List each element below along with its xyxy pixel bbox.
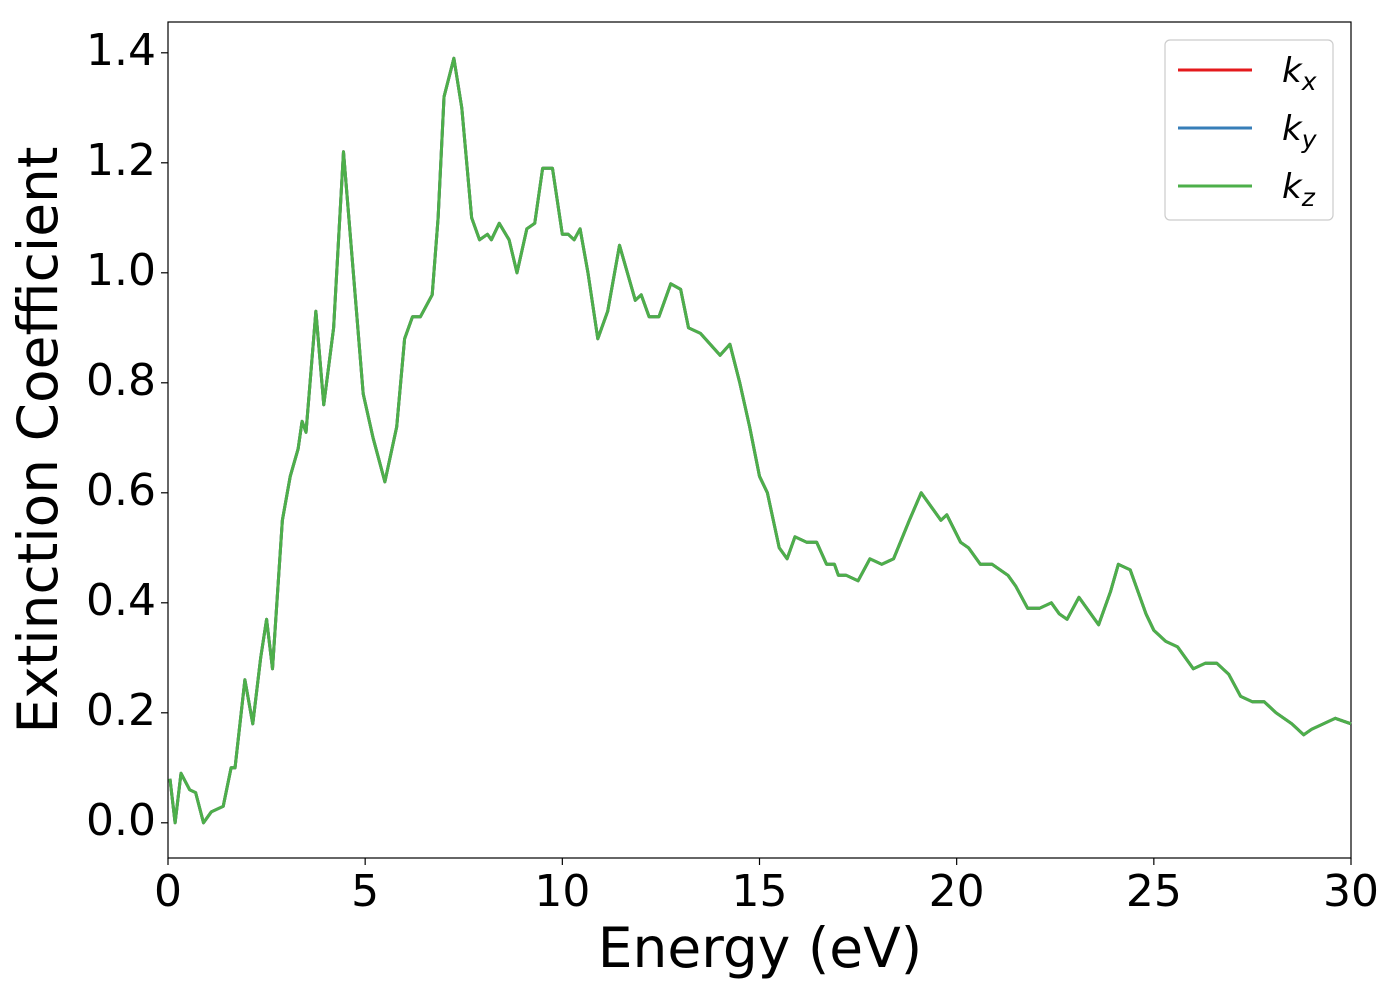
x-tick-label: 30 [1323,866,1379,917]
y-tick-label: 0.6 [86,465,156,516]
x-tick-label: 20 [929,866,985,917]
y-tick-label: 1.2 [86,135,156,186]
legend-label: ky [1282,109,1318,154]
x-tick-label: 0 [154,866,182,917]
y-tick-label: 0.4 [86,575,156,626]
legend-label: kz [1282,167,1316,212]
x-axis-label: Energy (eV) [598,916,922,980]
x-tick-label: 10 [534,866,590,917]
y-tick-label: 0.8 [86,355,156,406]
y-tick-label: 1.0 [86,245,156,296]
legend-box [1164,39,1334,221]
x-tick-label: 15 [732,866,788,917]
y-axis-label: Extinction Coefficient [6,147,70,734]
y-tick-label: 0.2 [86,685,156,736]
x-tick-label: 25 [1126,866,1182,917]
legend-label: kx [1282,51,1317,96]
data-line [168,56,1352,825]
y-tick-label: 1.4 [86,25,156,76]
x-tick-label: 5 [351,866,379,917]
y-tick-label: 0.0 [86,795,156,846]
